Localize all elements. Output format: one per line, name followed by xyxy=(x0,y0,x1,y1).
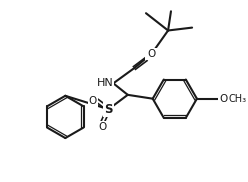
Text: O: O xyxy=(99,122,107,132)
Text: O: O xyxy=(146,49,154,59)
Text: S: S xyxy=(104,103,113,116)
Text: O: O xyxy=(219,94,227,104)
Text: O: O xyxy=(148,49,156,59)
Text: CH₃: CH₃ xyxy=(229,94,247,104)
Text: HN: HN xyxy=(96,78,113,88)
Text: O: O xyxy=(89,96,97,106)
